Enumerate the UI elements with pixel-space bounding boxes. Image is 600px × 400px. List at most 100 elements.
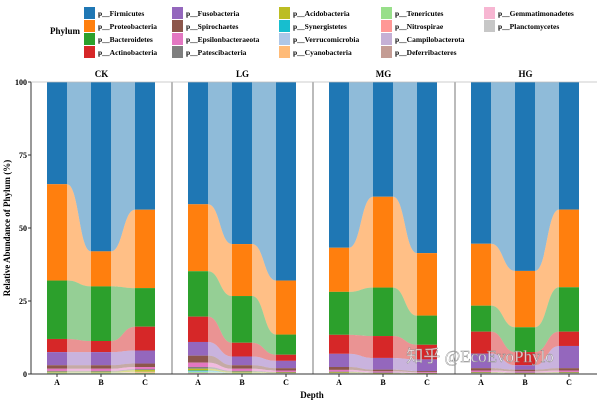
bar-segment-patescibacteria	[276, 371, 296, 373]
axes: Relative Abundance of Phylum (%) Depth 0…	[2, 78, 597, 400]
bar-segment-firmicutes	[276, 82, 296, 281]
bar-segment-fusobacteria	[329, 353, 349, 367]
flow-epsilonbacteraeota	[393, 371, 417, 373]
bar-segment-firmicutes	[559, 82, 579, 210]
flow-patescibacteria	[349, 371, 373, 373]
flow-firmicutes	[111, 82, 135, 252]
x-tick-label: B	[522, 378, 528, 387]
flow-patescibacteria	[252, 370, 276, 373]
legend-swatch	[172, 33, 183, 45]
legend-label: p__Epsilonbacteraeota	[186, 35, 260, 44]
bar-segment-acidobacteria	[276, 372, 296, 374]
flow-fusobacteria	[393, 357, 417, 372]
bar-segment-fusobacteria	[373, 357, 393, 370]
flow-fusobacteria	[491, 353, 515, 370]
bar-segment-acidobacteria	[232, 371, 252, 373]
flow-verrucomicrobia	[208, 371, 232, 374]
bar-segment-spirochaetes	[188, 355, 208, 363]
bar-segment-fusobacteria	[47, 352, 67, 366]
y-tick-label: 0	[23, 370, 27, 379]
y-tick-label: 50	[19, 224, 27, 233]
legend-label: p__Deferribacteres	[395, 48, 457, 57]
flow-bacteroidetes	[535, 287, 559, 353]
flow-firmicutes	[349, 82, 373, 248]
flow-spirochaetes	[67, 365, 91, 369]
legend-label: p__Campilobacterota	[395, 35, 465, 44]
bar-segment-proteobacteria	[329, 247, 349, 292]
bar-segment-fusobacteria	[188, 341, 208, 356]
bar-segment-bacteroidetes	[91, 286, 111, 342]
x-tick-label: A	[195, 378, 201, 387]
bar-segment-epsilonbacteraeota	[276, 370, 296, 372]
bar-segment-spirochaetes	[135, 363, 155, 368]
x-tick-label: A	[336, 378, 342, 387]
x-tick-label: A	[54, 378, 60, 387]
flow-firmicutes	[491, 82, 515, 271]
flow-synergistetes	[208, 370, 232, 373]
bar-segment-proteobacteria	[188, 204, 208, 272]
flow-patescibacteria	[67, 370, 91, 372]
bar-segment-proteobacteria	[276, 280, 296, 335]
bar-segment-epsilonbacteraeota	[515, 371, 535, 373]
bar-segment-firmicutes	[91, 82, 111, 252]
flow-epsilonbacteraeota	[208, 362, 232, 371]
legend-swatch	[279, 46, 290, 58]
x-tick-label: C	[424, 378, 430, 387]
flow-bacteroidetes	[393, 287, 417, 345]
legend-swatch	[381, 20, 392, 32]
bar-segment-bacteroidetes	[47, 280, 67, 339]
panel-ck: CK A B C	[47, 69, 155, 387]
bar-segment-firmicutes	[373, 82, 393, 197]
bar-segment-actinobacteria	[232, 342, 252, 357]
bar-segment-epsilonbacteraeota	[188, 362, 208, 368]
flow-actinobacteria	[252, 342, 276, 361]
bar-segment-spirochaetes	[417, 371, 437, 373]
bar-segment-firmicutes	[417, 82, 437, 254]
flow-actinobacteria	[349, 334, 373, 358]
flow-acidobacteria	[393, 372, 417, 374]
legend-swatch	[84, 20, 95, 32]
flow-fusobacteria	[67, 352, 91, 366]
flow-acidobacteria	[349, 372, 373, 374]
bar-segment-firmicutes	[232, 82, 252, 245]
flow-actinobacteria	[67, 338, 91, 353]
flow-patescibacteria	[393, 372, 417, 374]
bar-segment-patescibacteria	[471, 371, 491, 373]
bar-segment-firmicutes	[329, 82, 349, 248]
x-tick-label: A	[478, 378, 484, 387]
panel-title: MG	[376, 69, 392, 79]
legend-swatch	[84, 46, 95, 58]
flow-cyanobacteria	[111, 372, 135, 374]
bar-segment-bacteroidetes	[135, 288, 155, 327]
bar-segment-bacteroidetes	[559, 287, 579, 332]
legend-title: Phylum	[50, 26, 81, 36]
panel-title: LG	[236, 69, 249, 79]
flow-tenericutes	[208, 372, 232, 374]
bar-segment-patescibacteria	[559, 371, 579, 373]
legend-swatch	[279, 33, 290, 45]
y-tick-label: 100	[15, 78, 27, 87]
flow-patescibacteria	[535, 371, 559, 373]
bar-segment-spirochaetes	[47, 365, 67, 369]
flow-fusobacteria	[535, 345, 559, 370]
legend-swatch	[279, 20, 290, 32]
legend-label: p__Synergistetes	[293, 22, 347, 31]
flow-verrucomicrobia	[111, 371, 135, 374]
legend-label: p__Actinobacteria	[98, 48, 157, 57]
bar-segment-epsilonbacteraeota	[47, 368, 67, 371]
panel-title: HG	[518, 69, 532, 79]
flow-epsilonbacteraeota	[491, 370, 515, 373]
bar-segment-spirochaetes	[91, 365, 111, 369]
flow-acidobacteria	[208, 368, 232, 373]
flow-proteobacteria	[111, 209, 135, 289]
bar-segment-patescibacteria	[232, 370, 252, 372]
legend-swatch	[172, 46, 183, 58]
flow-actinobacteria	[535, 331, 559, 366]
flow-patescibacteria	[208, 367, 232, 372]
flow-bacteroidetes	[252, 296, 276, 355]
bar-segment-bacteroidetes	[329, 291, 349, 335]
legend-label: p__Proteobacteria	[98, 22, 157, 31]
bar-segment-firmicutes	[188, 82, 208, 205]
bar-segment-epsilonbacteraeota	[559, 370, 579, 372]
bar-segment-epsilonbacteraeota	[417, 372, 437, 373]
